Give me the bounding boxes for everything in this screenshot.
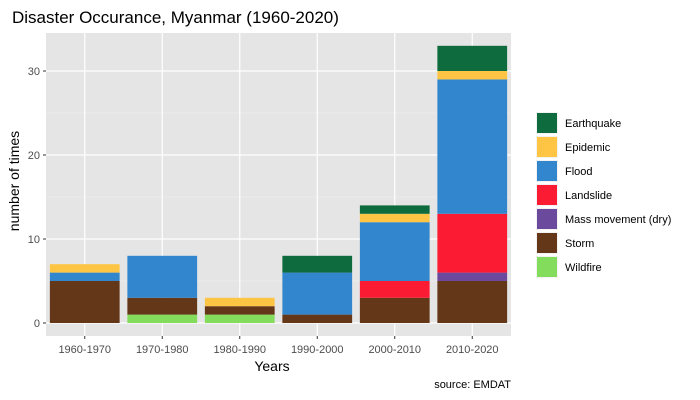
bar-segment-epidemic-1960-1970 xyxy=(49,264,120,273)
legend-label: Landslide xyxy=(565,190,612,202)
bar-segment-mass-movement-dry-2010-2020 xyxy=(437,272,508,281)
bar-segment-storm-1970-1980 xyxy=(127,297,198,315)
bar-segment-flood-1990-2000 xyxy=(282,272,353,315)
legend-label: Wildfire xyxy=(565,262,602,274)
x-tick-label: 1990-2000 xyxy=(291,344,344,356)
legend-label: Mass movement (dry) xyxy=(565,214,671,226)
bar-segment-landslide-2000-2010 xyxy=(359,281,430,298)
plot-panel xyxy=(46,33,511,336)
legend-swatch-earthquake xyxy=(537,113,557,133)
bar-segment-epidemic-2000-2010 xyxy=(359,213,430,223)
legend-swatch-epidemic xyxy=(537,137,557,157)
y-tick-label: 0 xyxy=(34,318,40,330)
y-tick-label: 10 xyxy=(28,234,40,246)
bar-segment-storm-2000-2010 xyxy=(359,297,430,323)
bar-segment-flood-2000-2010 xyxy=(359,222,430,281)
legend-label: Flood xyxy=(565,166,593,178)
y-tick-label: 30 xyxy=(28,66,40,78)
bar-segment-earthquake-2000-2010 xyxy=(359,205,430,214)
x-tick-label: 2010-2020 xyxy=(446,344,499,356)
bar-segment-flood-1970-1980 xyxy=(127,255,198,298)
x-axis-title: Years xyxy=(254,358,289,374)
bar-segment-flood-1960-1970 xyxy=(49,272,120,281)
bar-segment-storm-1960-1970 xyxy=(49,281,120,323)
chart-title: Disaster Occurance, Myanmar (1960-2020) xyxy=(12,8,339,27)
bar-segment-flood-2010-2020 xyxy=(437,79,508,214)
x-tick-label: 1980-1990 xyxy=(213,344,266,356)
y-axis-ticks: 0 10 20 30 xyxy=(28,66,46,330)
bar-segment-wildfire-1980-1990 xyxy=(204,314,275,323)
bar-segment-wildfire-1970-1980 xyxy=(127,314,198,323)
bar-segment-storm-1980-1990 xyxy=(204,306,275,315)
bar-segment-epidemic-1980-1990 xyxy=(204,297,275,307)
bar-segment-landslide-2010-2020 xyxy=(437,213,508,273)
legend-swatch-mass-movement-dry xyxy=(537,209,557,229)
legend-swatch-storm xyxy=(537,233,557,253)
x-tick-label: 2000-2010 xyxy=(368,344,421,356)
caption: source: EMDAT xyxy=(434,379,511,391)
legend-label: Epidemic xyxy=(565,142,611,154)
bar-segment-storm-1990-2000 xyxy=(282,314,353,323)
bar-segment-epidemic-2010-2020 xyxy=(437,71,508,80)
legend-swatch-wildfire xyxy=(537,257,557,277)
bar-segment-earthquake-1990-2000 xyxy=(282,255,353,273)
legend-label: Earthquake xyxy=(565,118,621,130)
bars xyxy=(49,45,508,323)
bar-segment-earthquake-2010-2020 xyxy=(437,45,508,71)
y-tick-label: 20 xyxy=(28,150,40,162)
x-tick-label: 1960-1970 xyxy=(58,344,111,356)
legend: Earthquake Epidemic Flood Landslide Mass mov… xyxy=(536,112,671,278)
x-tick-label: 1970-1980 xyxy=(136,344,189,356)
bar-segment-storm-2010-2020 xyxy=(437,281,508,323)
legend-swatch-flood xyxy=(537,161,557,181)
legend-swatch-landslide xyxy=(537,185,557,205)
x-axis-ticks: 1960-1970 1970-1980 1980-1990 1990-2000 2000… xyxy=(58,336,499,356)
y-axis-title: number of times xyxy=(6,131,22,231)
legend-label: Storm xyxy=(565,238,594,250)
